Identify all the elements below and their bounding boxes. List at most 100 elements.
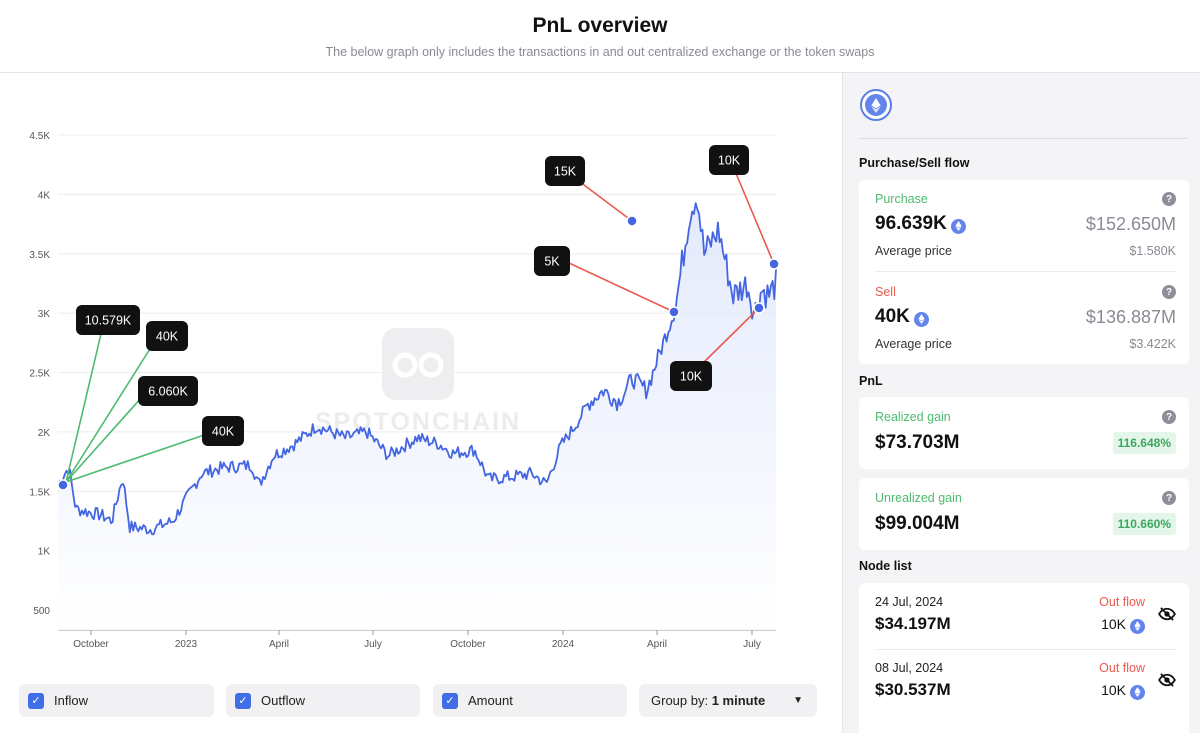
marker-label-box — [534, 246, 570, 276]
node-token: 10K — [1101, 682, 1145, 700]
watermark-text: SPOTONCHAIN — [315, 408, 521, 436]
purchase-avg-value: $1.580K — [1129, 244, 1176, 258]
y-tick-label: 4K — [38, 190, 51, 201]
page-subtitle: The below graph only includes the transa… — [325, 45, 875, 59]
x-tick-label: July — [364, 639, 382, 650]
node-list-title: Node list — [859, 559, 912, 573]
marker-connector — [65, 432, 211, 483]
purchase-usd: $152.650M — [1085, 214, 1176, 234]
y-tick-label: 3K — [38, 309, 51, 320]
purchase-avg-label: Average price — [875, 244, 952, 258]
watermark-logo — [382, 328, 454, 400]
marker-label: 15K — [554, 165, 577, 179]
eye-off-icon[interactable] — [1158, 673, 1176, 687]
inflow-point — [57, 479, 69, 491]
outflow-point — [668, 306, 680, 318]
sell-avg-label: Average price — [875, 337, 952, 351]
outflow-toggle[interactable]: ✓ Outflow — [226, 684, 420, 717]
outflow-label: Outflow — [261, 693, 306, 708]
pnl-chart[interactable]: 500 1K 1.5K 2K 2.5K 3K 3.5K 4K 4.5K October 2023 Ap… — [0, 73, 842, 683]
outflow-point — [768, 258, 780, 270]
realized-pct-badge: 116.648% — [1112, 432, 1176, 454]
inflow-toggle[interactable]: ✓ Inflow — [19, 684, 214, 717]
help-icon[interactable]: ? — [1162, 410, 1176, 424]
purchase-sell-card: Purchase ? 96.639K $152.650M Average pri… — [859, 180, 1189, 364]
list-item[interactable]: 08 Jul, 2024 $30.537M Out flow 10K — [859, 650, 1189, 716]
realized-value: $73.703M — [875, 432, 960, 453]
group-by-select[interactable]: Group by: 1 minute ▼ — [639, 684, 817, 717]
x-tick-label: October — [450, 639, 486, 650]
x-tick-label: 2023 — [175, 639, 198, 650]
x-tick-label: 2024 — [552, 639, 575, 650]
marker-connector — [65, 332, 161, 483]
y-tick-label: 2K — [38, 428, 51, 439]
eth-token-icon — [860, 89, 892, 121]
inflow-label: Inflow — [54, 693, 88, 708]
x-tick-label: April — [269, 639, 289, 650]
help-icon[interactable]: ? — [1162, 285, 1176, 299]
list-divider — [875, 649, 1176, 650]
help-icon[interactable]: ? — [1162, 192, 1176, 206]
inflow-checkbox[interactable]: ✓ — [28, 692, 44, 709]
marker-label: 40K — [156, 330, 179, 344]
x-tick-label: July — [743, 639, 761, 650]
node-list: 24 Jul, 2024 $34.197M Out flow 10K 08 Ju… — [859, 583, 1189, 733]
marker-label: 10K — [680, 370, 703, 384]
marker-label-box — [670, 361, 712, 391]
flow-section-title: Purchase/Sell flow — [859, 156, 970, 170]
node-flow: Out flow — [1099, 661, 1145, 675]
purchase-amount: 96.639K — [875, 213, 966, 235]
eye-off-icon[interactable] — [1158, 607, 1176, 621]
marker-label: 6.060K — [148, 385, 188, 399]
unrealized-gain-card: Unrealized gain ? $99.004M 110.660% — [859, 478, 1189, 550]
sell-usd: $136.887M — [1085, 307, 1176, 327]
help-icon[interactable]: ? — [1162, 491, 1176, 505]
marker-connector — [579, 181, 633, 222]
group-by-value: 1 minute — [711, 693, 766, 708]
marker-label-box — [146, 321, 188, 351]
marker-connector — [734, 170, 775, 265]
unrealized-label: Unrealized gain — [875, 491, 962, 505]
y-tick-label: 3.5K — [29, 250, 50, 261]
eth-icon — [1130, 684, 1145, 700]
node-flow: Out flow — [1099, 595, 1145, 609]
purchase-amount-value: 96.639K — [875, 213, 947, 234]
sell-avg-value: $3.422K — [1129, 337, 1176, 351]
pnl-chart-area: 500 1K 1.5K 2K 2.5K 3K 3.5K 4K 4.5K October 2023 Ap… — [0, 73, 842, 733]
pnl-section-title: PnL — [859, 374, 883, 388]
marker-label-box — [709, 145, 749, 175]
side-divider — [859, 138, 1188, 139]
outflow-checkbox[interactable]: ✓ — [235, 692, 251, 709]
unrealized-pct-badge: 110.660% — [1112, 513, 1176, 535]
y-tick-label: 4.5K — [29, 131, 50, 142]
side-panel: Purchase/Sell flow Purchase ? 96.639K $1… — [842, 73, 1200, 733]
node-token-value: 10K — [1101, 616, 1126, 632]
marker-label: 10K — [718, 154, 741, 168]
node-amount: $30.537M — [875, 680, 951, 699]
node-date: 08 Jul, 2024 — [875, 661, 944, 675]
marker-label: 5K — [544, 255, 560, 269]
amount-toggle[interactable]: ✓ Amount — [433, 684, 627, 717]
sell-amount: 40K — [875, 306, 929, 328]
marker-connector — [568, 262, 675, 313]
eth-icon — [950, 218, 966, 234]
purchase-label: Purchase — [875, 192, 928, 206]
list-item[interactable]: 24 Jul, 2024 $34.197M Out flow 10K — [859, 583, 1189, 649]
node-date: 24 Jul, 2024 — [875, 595, 944, 609]
series-line — [57, 202, 777, 536]
page-header: PnL overview The below graph only includ… — [0, 0, 1200, 73]
group-by-text: Group by: 1 minute — [651, 693, 765, 708]
outflow-point — [753, 302, 765, 314]
node-token-value: 10K — [1101, 682, 1126, 698]
sell-amount-value: 40K — [875, 306, 910, 327]
marker-connector — [65, 387, 151, 483]
x-tick-label: April — [647, 639, 667, 650]
node-token: 10K — [1101, 616, 1145, 634]
amount-checkbox[interactable]: ✓ — [442, 692, 458, 709]
y-tick-label: 1K — [38, 547, 51, 558]
eth-icon — [1130, 618, 1145, 634]
page-title: PnL overview — [532, 14, 668, 37]
marker-label-box — [76, 305, 140, 335]
marker-label-box — [202, 416, 244, 446]
marker-label: 40K — [212, 425, 235, 439]
